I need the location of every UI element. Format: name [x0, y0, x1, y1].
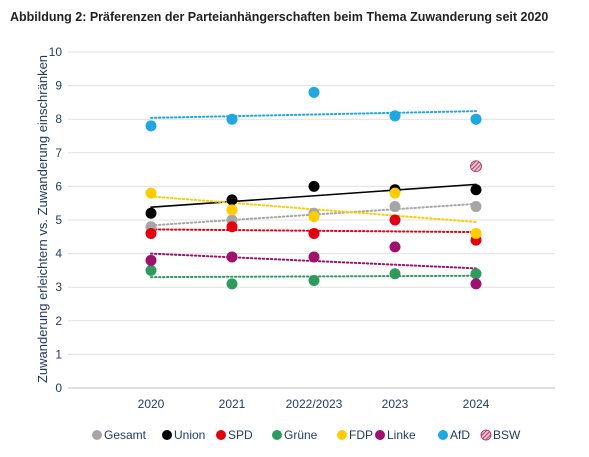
trend-line — [150, 183, 477, 209]
y-tick-label: 2 — [55, 314, 62, 328]
trend-line — [150, 202, 477, 227]
legend-marker — [272, 430, 282, 440]
data-point — [145, 207, 157, 219]
y-tick-label: 5 — [55, 213, 62, 227]
trend-lines — [150, 110, 477, 279]
x-tick-label: 2021 — [219, 397, 246, 411]
data-point — [389, 241, 401, 253]
legend-label: Grüne — [284, 428, 318, 442]
legend-label: AfD — [450, 428, 470, 442]
data-point — [389, 110, 401, 122]
trend-line — [150, 228, 477, 234]
data-point — [145, 187, 157, 199]
data-point — [308, 274, 320, 286]
y-axis-ticks: 0 1 2 3 4 5 6 7 8 9 10 — [49, 45, 63, 395]
y-tick-label: 9 — [55, 79, 62, 93]
data-point — [145, 227, 157, 239]
data-point — [308, 251, 320, 263]
x-tick-label: 2023 — [382, 397, 409, 411]
chart-title: Abbildung 2: Präferenzen der Parteianhän… — [10, 10, 549, 24]
legend-label: Gesamt — [104, 428, 147, 442]
legend-marker — [92, 430, 102, 440]
data-point — [308, 211, 320, 223]
data-point — [389, 214, 401, 226]
legend-label: FDP — [349, 428, 373, 442]
x-tick-label: 2022/2023 — [286, 397, 343, 411]
data-point — [226, 278, 238, 290]
y-tick-label: 0 — [55, 381, 62, 395]
data-point — [389, 268, 401, 280]
data-point — [470, 227, 482, 239]
x-tick-label: 2024 — [463, 397, 490, 411]
y-tick-label: 1 — [55, 347, 62, 361]
y-axis-label: Zuwanderung erleichtern vs. Zuwanderung … — [35, 55, 50, 383]
data-point — [145, 254, 157, 266]
data-point — [308, 227, 320, 239]
x-axis-ticks: 2020 2021 2022/2023 2023 2024 — [138, 397, 490, 411]
data-point — [226, 204, 238, 216]
trend-line — [150, 274, 477, 279]
data-point — [308, 86, 320, 98]
legend-marker — [337, 430, 347, 440]
trend-line — [150, 110, 477, 119]
y-tick-label: 6 — [55, 179, 62, 193]
data-point — [470, 201, 482, 213]
y-tick-label: 4 — [55, 247, 62, 261]
y-tick-label: 10 — [49, 45, 63, 59]
data-point — [470, 268, 482, 280]
legend-label: Linke — [387, 428, 416, 442]
data-point — [226, 113, 238, 125]
y-tick-label: 7 — [55, 146, 62, 160]
data-points — [145, 86, 482, 290]
data-point — [470, 160, 482, 173]
data-point — [226, 221, 238, 233]
legend-label: SPD — [228, 428, 253, 442]
data-point — [389, 201, 401, 213]
legend: Gesamt Union SPD Grüne FDP Linke AfD BSW — [92, 428, 521, 442]
legend-marker — [480, 429, 492, 441]
data-point — [470, 184, 482, 196]
data-point — [389, 187, 401, 199]
legend-marker — [162, 430, 172, 440]
data-point — [308, 180, 320, 192]
data-point — [470, 278, 482, 290]
legend-label: Union — [174, 428, 205, 442]
data-point — [226, 194, 238, 206]
y-tick-label: 3 — [55, 280, 62, 294]
y-tick-label: 8 — [55, 112, 62, 126]
legend-marker — [216, 430, 226, 440]
legend-marker — [375, 430, 385, 440]
data-point — [470, 113, 482, 125]
data-point — [226, 251, 238, 263]
x-tick-label: 2020 — [138, 397, 165, 411]
legend-marker — [438, 430, 448, 440]
data-point — [145, 120, 157, 132]
legend-label: BSW — [493, 428, 521, 442]
data-point — [145, 264, 157, 276]
trend-line — [150, 252, 477, 270]
